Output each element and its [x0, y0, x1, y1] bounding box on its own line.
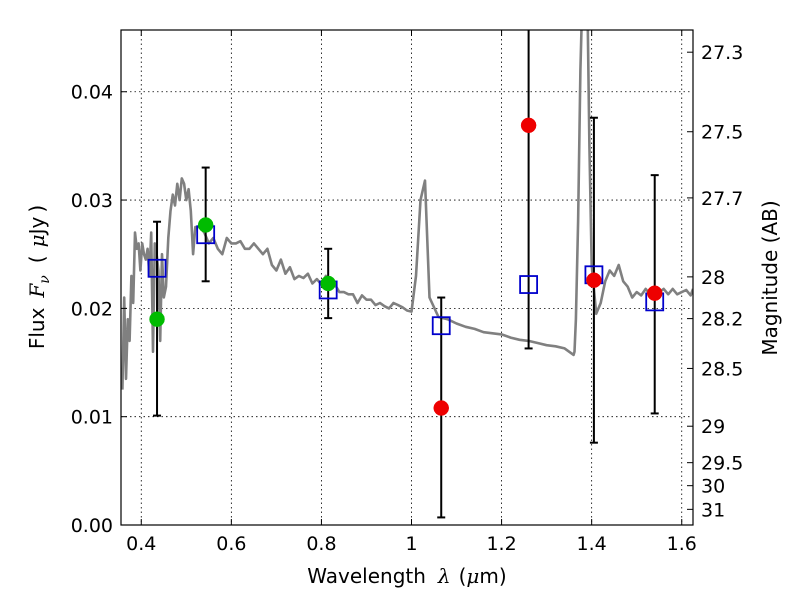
- observed-point-green: [320, 275, 336, 292]
- model-photometry-square: [519, 275, 539, 294]
- x-axis: 0.4 0.6 0.8 1 1.2 1.4 1.6: [126, 30, 697, 555]
- model-photometry-square: [431, 316, 451, 336]
- observed-point-green: [197, 217, 214, 233]
- observed-point-red: [646, 285, 663, 301]
- y2-tick-label: 27.7: [701, 188, 743, 210]
- model-spectrum-layer: [121, 30, 693, 390]
- y-tick-label: 0.04: [71, 82, 113, 104]
- y2-tick-label: 27.3: [701, 42, 743, 64]
- y2-tick-label: 28: [701, 267, 725, 289]
- observed-point-red: [433, 400, 449, 416]
- observed-points-layer: [149, 117, 663, 416]
- y2-tick-label: 28.2: [701, 309, 743, 331]
- x-tick-label: 0.8: [306, 533, 336, 555]
- y2-tick-label: 30: [701, 476, 725, 498]
- x-tick-label: 1.6: [667, 533, 697, 555]
- model-spectrum-line: [121, 30, 693, 390]
- x-tick-label: 1.2: [486, 533, 516, 555]
- y2-tick-label: 28.5: [701, 358, 743, 380]
- y2-tick-label: 29: [701, 416, 725, 438]
- observed-point-green: [149, 311, 165, 327]
- observed-point-red: [520, 117, 537, 134]
- y-tick-label: 0.00: [71, 515, 113, 537]
- plot-frame: [120, 29, 694, 526]
- y2-axis-label: Magnitude (AB): [758, 200, 782, 355]
- y-axis: 0.00 0.01 0.02 0.03 0.04: [71, 82, 127, 537]
- x-tick-label: 0.6: [216, 533, 246, 555]
- x-tick-label: 1.4: [577, 533, 607, 555]
- y2-tick-label: 27.5: [701, 122, 743, 144]
- y-tick-label: 0.02: [71, 298, 113, 320]
- grid: [121, 30, 693, 526]
- y-tick-label: 0.01: [71, 407, 113, 429]
- y-tick-label: 0.03: [71, 190, 113, 212]
- model-photometry-square: [147, 258, 167, 278]
- observed-point-red: [586, 272, 602, 288]
- x-tick-label: 0.4: [126, 533, 156, 555]
- x-tick-label: 1: [405, 533, 417, 555]
- y2-tick-label: 31: [701, 499, 725, 521]
- y2-tick-label: 29.5: [701, 453, 743, 475]
- y-axis-label: FluxFν(μJy): [25, 205, 53, 349]
- x-axis-label: Wavelength λ (μm): [307, 564, 506, 588]
